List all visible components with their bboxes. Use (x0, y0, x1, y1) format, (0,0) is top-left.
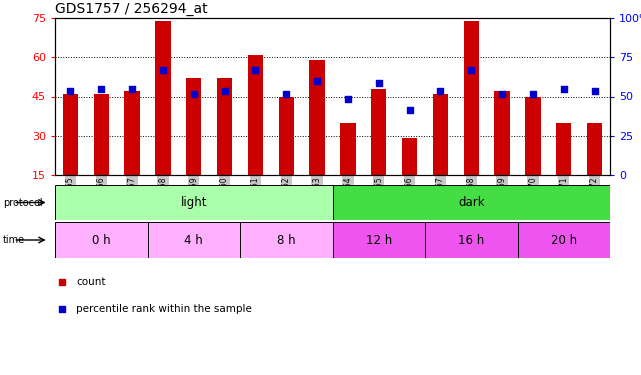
Bar (63, 94, 78, 175)
Bar (371, 88, 387, 175)
Point (590, 88, 600, 94)
Text: 4 h: 4 h (185, 234, 203, 246)
Bar (310, 60, 325, 175)
Point (188, 91, 199, 97)
Bar (433, 94, 448, 175)
Point (528, 91, 538, 97)
Text: percentile rank within the sample: percentile rank within the sample (76, 304, 252, 314)
Text: 20 h: 20 h (551, 234, 577, 246)
Point (65, 88, 76, 94)
Bar (247, 55, 263, 175)
Bar (155, 21, 171, 175)
Point (96, 86, 106, 92)
Text: 0 h: 0 h (92, 234, 110, 246)
Bar (147, 222, 240, 258)
Bar (587, 123, 603, 175)
Point (404, 106, 415, 112)
Point (127, 86, 137, 92)
Text: 12 h: 12 h (365, 234, 392, 246)
Point (497, 91, 507, 97)
Point (57, 306, 67, 312)
Bar (279, 96, 294, 175)
Text: 8 h: 8 h (277, 234, 296, 246)
Text: protocol: protocol (3, 198, 43, 207)
Bar (517, 222, 610, 258)
Bar (463, 21, 479, 175)
Bar (494, 91, 510, 175)
Bar (94, 94, 109, 175)
Bar (124, 91, 140, 175)
Point (435, 88, 445, 94)
Point (57, 279, 67, 285)
Bar (240, 222, 333, 258)
Text: count: count (76, 277, 106, 287)
Point (281, 91, 292, 97)
Bar (333, 222, 425, 258)
Bar (55, 222, 147, 258)
Point (219, 88, 229, 94)
Text: dark: dark (458, 196, 485, 209)
Bar (402, 138, 417, 175)
Point (558, 86, 569, 92)
Text: GDS1757 / 256294_at: GDS1757 / 256294_at (55, 2, 208, 16)
Point (158, 68, 168, 74)
Text: light: light (181, 196, 207, 209)
Bar (425, 222, 517, 258)
Point (312, 78, 322, 84)
Bar (333, 185, 610, 220)
Bar (525, 96, 540, 175)
Text: time: time (3, 235, 26, 245)
Bar (340, 123, 356, 175)
Bar (556, 123, 572, 175)
Text: 16 h: 16 h (458, 234, 485, 246)
Point (343, 96, 353, 102)
Bar (55, 185, 333, 220)
Bar (186, 78, 201, 175)
Point (466, 68, 476, 74)
Point (374, 80, 384, 86)
Point (250, 68, 260, 74)
Bar (217, 78, 232, 175)
